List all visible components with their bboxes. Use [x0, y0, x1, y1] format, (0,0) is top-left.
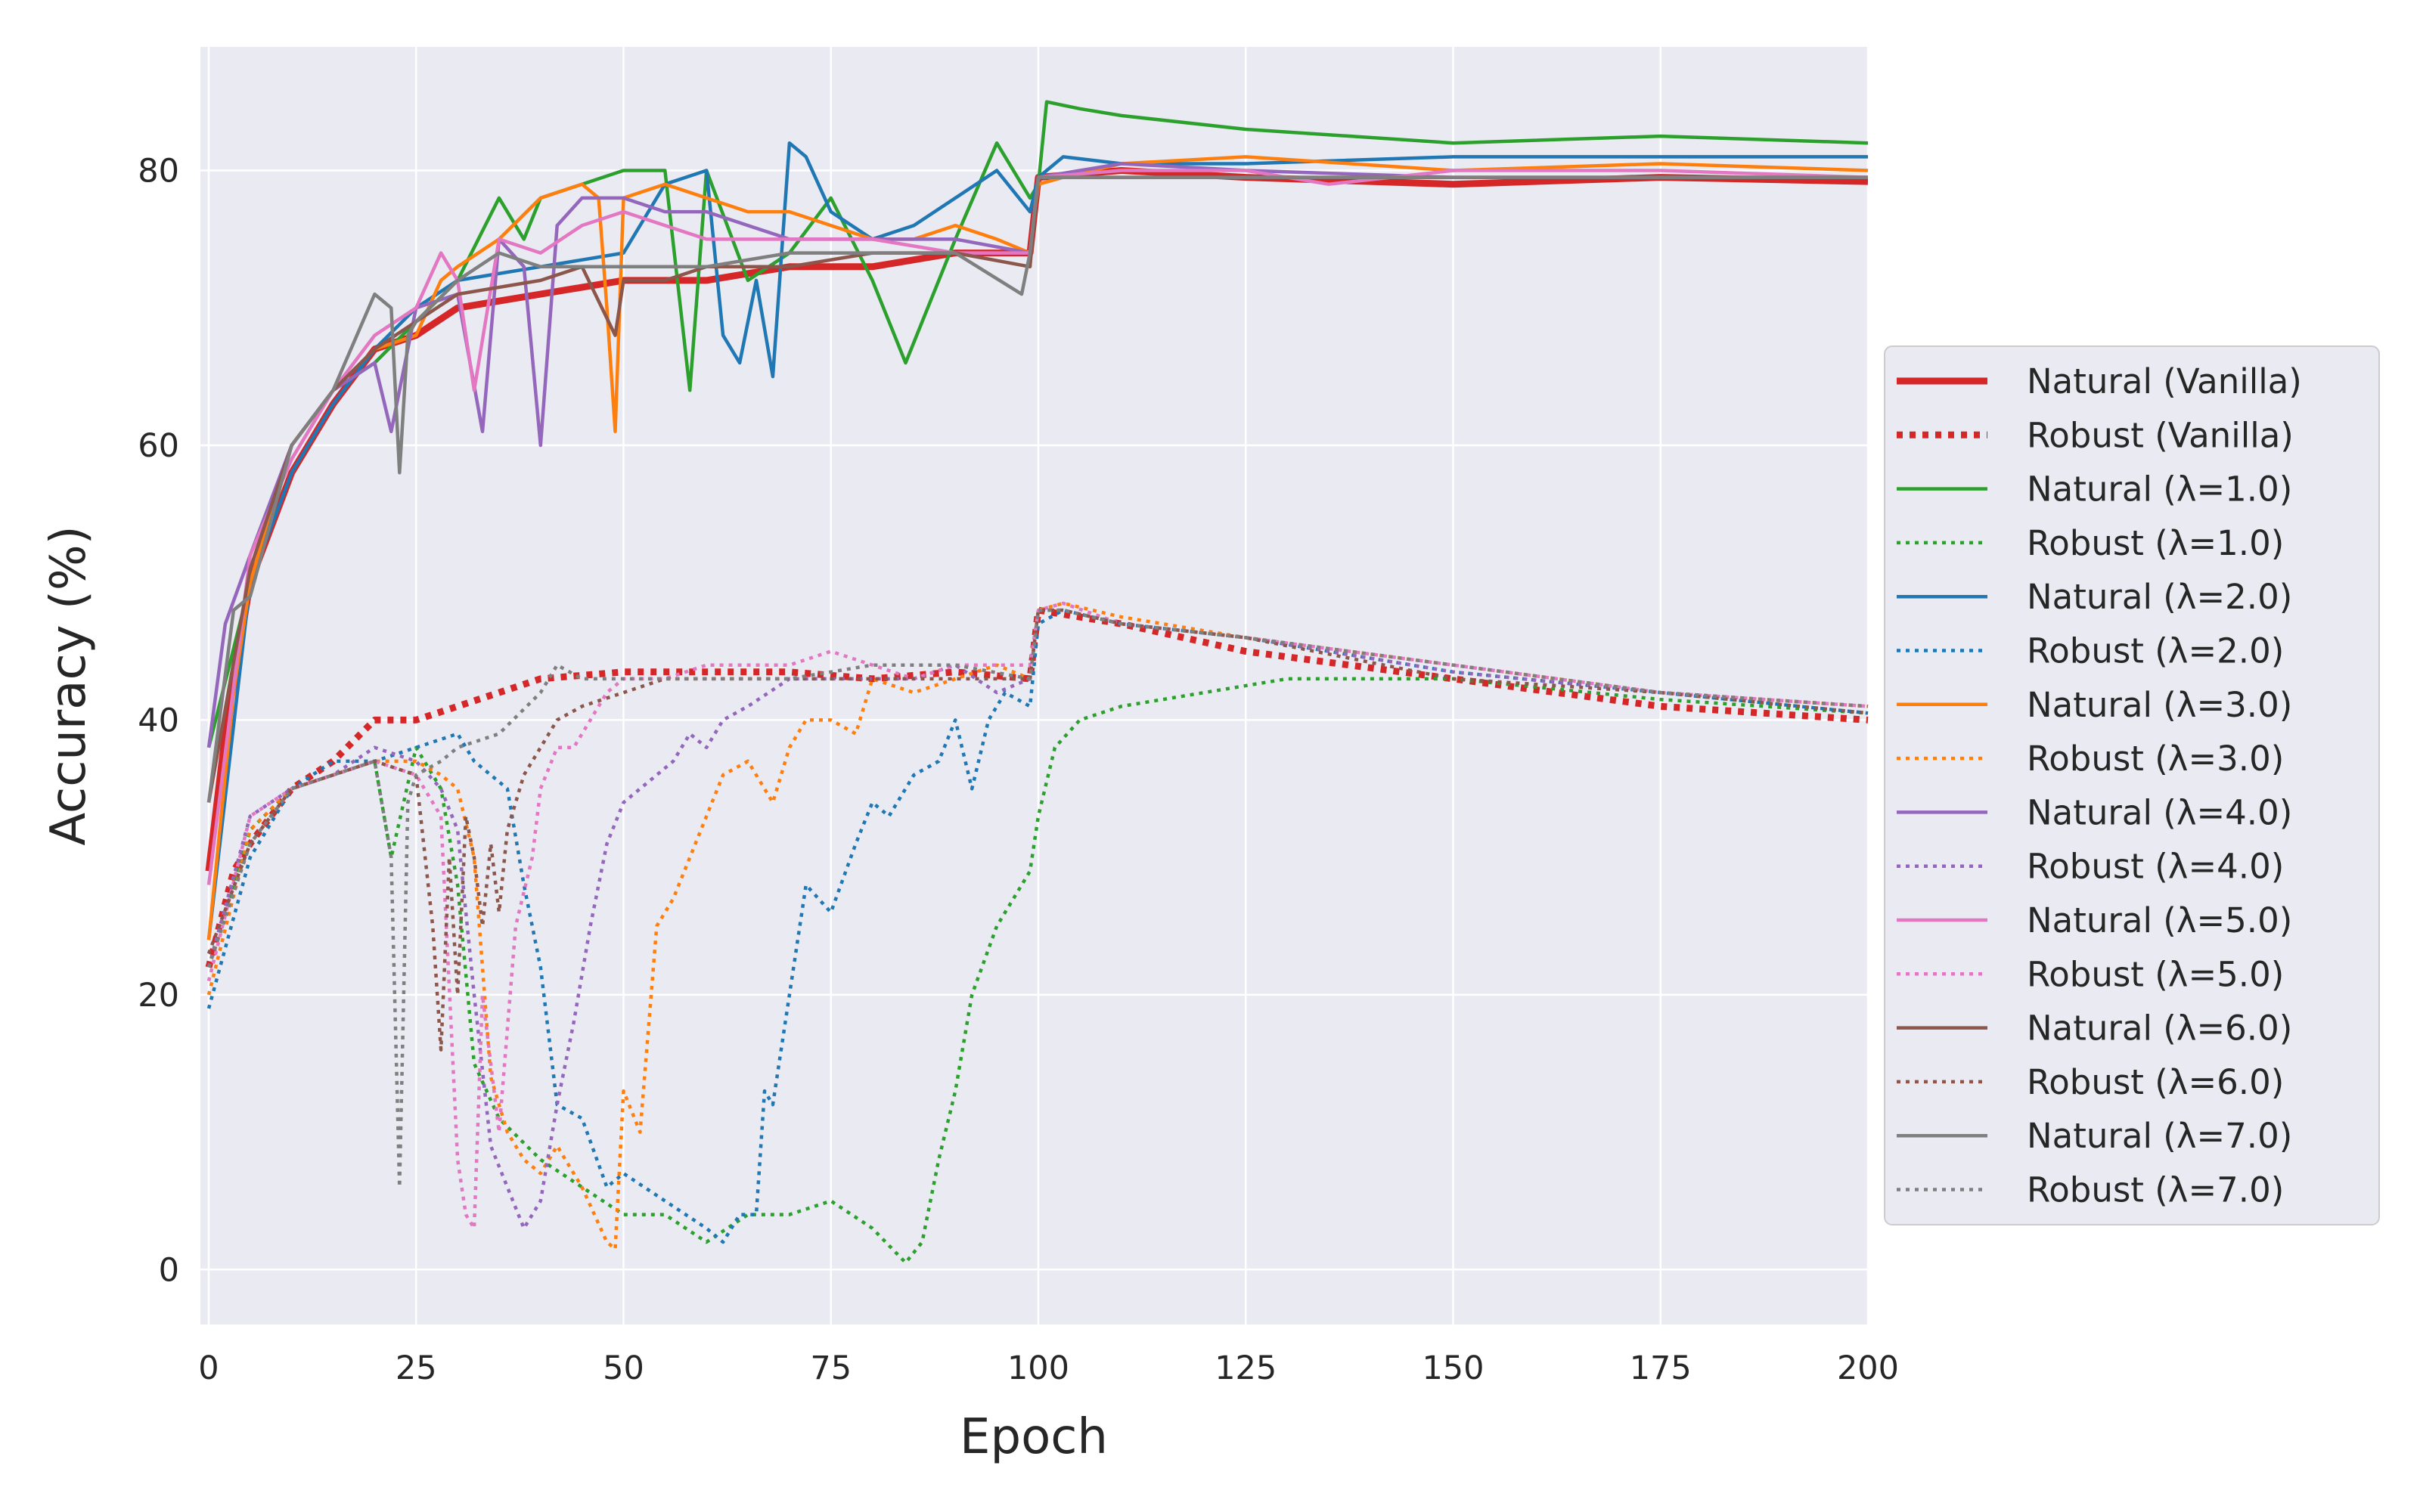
- y-tick-labels: 0 20 40 60 80: [138, 153, 179, 1290]
- legend-label-15: Robust (λ=7.0): [2027, 1170, 2284, 1210]
- legend-items: Natural (Vanilla) Robust (Vanilla) Natural…: [1897, 361, 2302, 1210]
- series-line-7: [206, 601, 1869, 1251]
- legend-label-10: Natural (λ=5.0): [2027, 900, 2292, 940]
- y-tick-label-0: 0: [159, 1251, 179, 1289]
- series-line-14: [206, 175, 1868, 803]
- legend-box: [1884, 345, 2380, 1225]
- y-axis-label: Accuracy (%): [41, 525, 97, 845]
- legend-label-6: Natural (λ=3.0): [2027, 685, 2292, 725]
- x-axis-label: Epoch: [960, 1409, 1108, 1465]
- legend-label-5: Robust (λ=2.0): [2027, 631, 2284, 671]
- x-tick-label-4: 100: [1007, 1349, 1069, 1387]
- series-line-6: [206, 155, 1869, 940]
- legend-label-1: Robust (Vanilla): [2027, 415, 2294, 455]
- y-tick-label-1: 20: [138, 977, 179, 1015]
- legend-label-11: Robust (λ=5.0): [2027, 954, 2284, 994]
- legend-label-8: Natural (λ=4.0): [2027, 792, 2292, 832]
- legend-label-4: Natural (λ=2.0): [2027, 577, 2292, 617]
- x-tick-label-2: 50: [603, 1349, 644, 1387]
- x-tick-label-1: 25: [396, 1349, 437, 1387]
- series-line-8: [206, 162, 1868, 748]
- series-line-4: [206, 141, 1868, 940]
- legend-label-7: Robust (λ=3.0): [2027, 739, 2284, 779]
- legend-label-12: Natural (λ=6.0): [2027, 1009, 2292, 1049]
- legend-label-0: Natural (Vanilla): [2027, 361, 2302, 401]
- series-lines: [205, 100, 1869, 1265]
- series-line-3: [206, 677, 1869, 1265]
- legend-label-2: Natural (λ=1.0): [2027, 469, 2292, 510]
- series-line-5: [206, 608, 1869, 1244]
- grid: [200, 47, 1869, 1325]
- y-tick-label-3: 60: [138, 427, 179, 465]
- x-tick-label-7: 175: [1630, 1349, 1692, 1387]
- legend-label-13: Robust (λ=6.0): [2027, 1062, 2284, 1102]
- legend-label-14: Natural (λ=7.0): [2027, 1116, 2292, 1156]
- series-line-10: [206, 169, 1869, 885]
- x-tick-label-5: 125: [1215, 1349, 1277, 1387]
- x-tick-labels: 0 25 50 75 100 125 150 175 200: [198, 1349, 1899, 1387]
- series-line-11: [206, 601, 1869, 1231]
- series-line-15: [206, 608, 1869, 1189]
- x-tick-label-8: 200: [1837, 1349, 1899, 1387]
- legend: Natural (Vanilla) Robust (Vanilla) Natural…: [1884, 345, 2380, 1225]
- y-tick-label-2: 40: [138, 702, 179, 739]
- series-line-1: [205, 606, 1869, 968]
- legend-label-9: Robust (λ=4.0): [2027, 847, 2284, 887]
- y-tick-label-4: 80: [138, 153, 179, 191]
- x-tick-label-6: 150: [1422, 1349, 1484, 1387]
- x-tick-label-0: 0: [198, 1349, 219, 1387]
- x-tick-label-3: 75: [810, 1349, 852, 1387]
- legend-label-3: Robust (λ=1.0): [2027, 523, 2284, 563]
